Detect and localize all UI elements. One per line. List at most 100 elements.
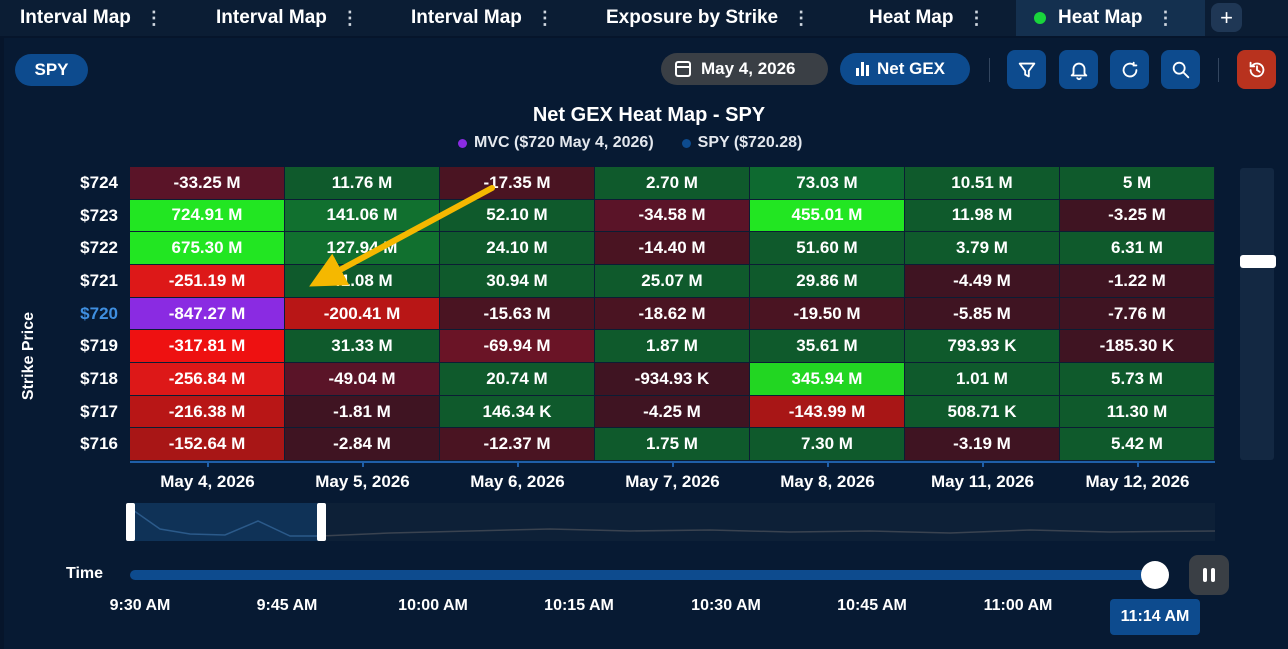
heat-cell[interactable]: -185.30 K [1060, 330, 1215, 363]
strike-label: $724 [80, 173, 118, 192]
heat-cell[interactable]: 5.42 M [1060, 428, 1215, 462]
heat-cell[interactable]: -200.41 M [285, 297, 440, 331]
heat-cell[interactable]: 2.70 M [595, 167, 750, 200]
heat-cell[interactable]: -33.25 M [130, 167, 285, 200]
heat-cell[interactable]: 1.87 M [595, 330, 750, 363]
heat-cell[interactable]: -317.81 M [130, 330, 285, 363]
heat-cell[interactable]: -251.19 M [130, 265, 285, 298]
tab-menu-icon[interactable]: ⋮ [535, 7, 554, 28]
heat-cell[interactable]: 52.10 M [440, 199, 595, 233]
reset-icon [1249, 61, 1264, 77]
heat-cell[interactable]: -152.64 M [130, 428, 285, 462]
heat-cell[interactable]: 675.30 M [130, 232, 285, 265]
heat-cell[interactable]: -4.49 M [905, 265, 1060, 298]
heat-cell[interactable]: 10.51 M [905, 167, 1060, 200]
heat-cell[interactable]: -18.62 M [595, 297, 750, 331]
heat-cell[interactable]: -4.25 M [595, 395, 750, 429]
vertical-scrollbar[interactable] [1240, 168, 1274, 460]
time-slider-knob[interactable] [1141, 561, 1169, 589]
tab-heat-map-active[interactable]: Heat Map ⋮ [1016, 0, 1205, 36]
toolbar-divider [1218, 58, 1219, 82]
tab-menu-icon[interactable]: ⋮ [967, 7, 985, 28]
heat-cell[interactable]: 455.01 M [750, 199, 905, 233]
tab-interval-map-1[interactable]: Interval Map ⋮ [0, 0, 174, 36]
heat-cell[interactable]: 31.33 M [285, 330, 440, 363]
heat-cell[interactable]: -1.22 M [1060, 265, 1215, 298]
live-indicator-icon [1034, 12, 1046, 24]
heat-cell[interactable]: 1.01 M [905, 363, 1060, 396]
heat-cell[interactable]: 127.94 M [285, 232, 440, 265]
heat-cell[interactable]: 35.61 M [750, 330, 905, 363]
heat-cell[interactable]: -2.84 M [285, 428, 440, 462]
heat-cell[interactable]: -17.35 M [440, 167, 595, 200]
scrollbar-thumb[interactable] [1240, 255, 1276, 268]
date-picker-button[interactable]: May 4, 2026 [661, 53, 828, 85]
heat-cell[interactable]: 25.07 M [595, 265, 750, 298]
refresh-button[interactable] [1110, 50, 1149, 89]
heat-cell[interactable]: 29.86 M [750, 265, 905, 298]
time-slider-track[interactable] [130, 570, 1154, 580]
symbol-button[interactable]: SPY [15, 54, 88, 86]
heat-cell[interactable]: 11.76 M [285, 167, 440, 200]
tab-menu-icon[interactable]: ⋮ [340, 7, 359, 28]
strike-label: $717 [80, 401, 118, 421]
tab-heat-map-1[interactable]: Heat Map ⋮ [849, 0, 996, 36]
heat-cell[interactable]: 73.03 M [750, 167, 905, 200]
heat-cell[interactable]: -216.38 M [130, 395, 285, 429]
metric-select-button[interactable]: Net GEX [840, 53, 970, 85]
heat-cell[interactable]: 6.31 M [1060, 232, 1215, 265]
heat-cell[interactable]: 20.74 M [440, 363, 595, 396]
heat-cell[interactable]: 30.94 M [440, 265, 595, 298]
heat-cell[interactable]: -49.04 M [285, 363, 440, 396]
heat-cell[interactable]: 11.98 M [905, 199, 1060, 233]
heat-cell[interactable]: 793.93 K [905, 330, 1060, 363]
heat-cell[interactable]: 141.06 M [285, 199, 440, 233]
heat-cell[interactable]: -143.99 M [750, 395, 905, 429]
heat-cell[interactable]: 146.34 K [440, 395, 595, 429]
bell-icon [1070, 62, 1087, 80]
heat-cell[interactable]: 5.73 M [1060, 363, 1215, 396]
heat-cell[interactable]: -69.94 M [440, 330, 595, 363]
heat-cell[interactable]: -1.81 M [285, 395, 440, 429]
heat-cell[interactable]: 1.75 M [595, 428, 750, 462]
tab-menu-icon[interactable]: ⋮ [144, 7, 163, 28]
tab-interval-map-3[interactable]: Interval Map ⋮ [391, 0, 565, 36]
heat-cell[interactable]: -5.85 M [905, 297, 1060, 331]
heat-cell[interactable]: -7.76 M [1060, 297, 1215, 331]
add-tab-button[interactable]: + [1211, 3, 1242, 32]
heat-cell[interactable]: -847.27 M [130, 297, 285, 331]
alerts-button[interactable] [1059, 50, 1098, 89]
pause-button[interactable] [1189, 555, 1229, 595]
time-tick-label: 9:30 AM [109, 597, 171, 614]
heat-cell[interactable]: -934.93 K [595, 363, 750, 396]
heat-cell[interactable]: 7.30 M [750, 428, 905, 462]
heat-cell[interactable]: -14.40 M [595, 232, 750, 265]
tab-menu-icon[interactable]: ⋮ [792, 7, 810, 28]
heat-cell[interactable]: 5 M [1060, 167, 1215, 200]
heat-cell[interactable]: 345.94 M [750, 363, 905, 396]
heat-cell[interactable]: 51.60 M [750, 232, 905, 265]
filter-button[interactable] [1007, 50, 1046, 89]
heat-cell[interactable]: 24.10 M [440, 232, 595, 265]
heat-cell[interactable]: -15.63 M [440, 297, 595, 331]
tab-interval-map-2[interactable]: Interval Map ⋮ [196, 0, 370, 36]
tab-menu-icon[interactable]: ⋮ [1156, 7, 1174, 28]
x-axis-tick [206, 461, 209, 467]
heat-cell[interactable]: -12.37 M [440, 428, 595, 462]
tab-exposure-by-strike[interactable]: Exposure by Strike ⋮ [586, 0, 821, 36]
heat-cell[interactable]: 41.08 M [285, 265, 440, 298]
heat-cell[interactable]: 3.79 M [905, 232, 1060, 265]
search-button[interactable] [1161, 50, 1200, 89]
heat-cell[interactable]: 724.91 M [130, 199, 285, 233]
toolbar-divider [989, 58, 990, 82]
heat-cell[interactable]: -19.50 M [750, 297, 905, 331]
heat-cell[interactable]: 11.30 M [1060, 395, 1215, 429]
heat-cell[interactable]: -3.25 M [1060, 199, 1215, 233]
heat-cell[interactable]: -256.84 M [130, 363, 285, 396]
navigator-right-handle[interactable] [317, 503, 326, 541]
reset-button[interactable] [1237, 50, 1276, 89]
heat-cell[interactable]: -34.58 M [595, 199, 750, 233]
heat-cell[interactable]: -3.19 M [905, 428, 1060, 462]
heat-cell[interactable]: 508.71 K [905, 395, 1060, 429]
navigator-left-handle[interactable] [126, 503, 135, 541]
